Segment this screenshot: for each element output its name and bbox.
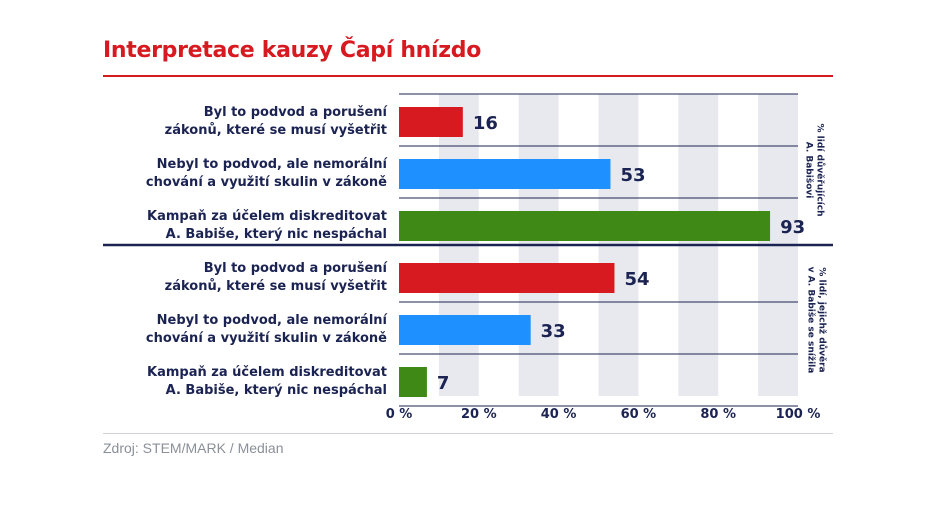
group-label-line: % lidí důvěřujících bbox=[815, 124, 826, 217]
value-label: 33 bbox=[541, 321, 566, 342]
category-label: Byl to podvod a porušení bbox=[204, 261, 389, 276]
category-label: Byl to podvod a porušení bbox=[204, 105, 389, 120]
category-labels: Byl to podvod a porušení zákonů, které se… bbox=[146, 105, 389, 398]
bar bbox=[399, 315, 531, 345]
title-divider bbox=[103, 75, 833, 77]
x-tick-label: 60 % bbox=[621, 407, 657, 422]
value-label: 16 bbox=[473, 113, 498, 134]
category-label: Nebyl to podvod, ale nemorální bbox=[157, 313, 389, 328]
x-tick-label: 100 % bbox=[776, 407, 821, 422]
category-label: A. Babiše, který nic nespáchal bbox=[166, 383, 387, 398]
x-tick-label: 80 % bbox=[700, 407, 736, 422]
bar bbox=[399, 107, 463, 137]
bars bbox=[399, 107, 771, 397]
x-tick-label: 40 % bbox=[541, 407, 577, 422]
bar bbox=[399, 263, 615, 293]
source-note: Zdroj: STEM/MARK / Median bbox=[103, 440, 284, 456]
value-labels: 16 53 93 54 33 7 bbox=[437, 113, 805, 394]
group-label-line: A. Babišovi bbox=[804, 142, 815, 199]
row-separators bbox=[103, 93, 833, 407]
category-label: chování a využití skulin v zákoně bbox=[146, 331, 387, 346]
value-label: 53 bbox=[620, 165, 645, 186]
category-label: zákonů, které se musí vyšetřit bbox=[165, 279, 387, 294]
bar bbox=[399, 211, 771, 241]
bar bbox=[399, 159, 611, 189]
chart-title: Interpretace kauzy Čapí hnízdo bbox=[103, 38, 482, 63]
group-label-line: % lidí, jejichž důvěra bbox=[817, 267, 828, 372]
x-tick-label: 0 % bbox=[386, 407, 413, 422]
category-label: A. Babiše, který nic nespáchal bbox=[166, 227, 387, 242]
bar bbox=[399, 367, 427, 397]
category-label: Kampaň za účelem diskreditovat bbox=[147, 365, 387, 380]
x-axis-ticks: 0 % 20 % 40 % 60 % 80 % 100 % bbox=[386, 407, 821, 422]
category-label: Nebyl to podvod, ale nemorální bbox=[157, 157, 389, 172]
value-label: 7 bbox=[437, 373, 450, 394]
value-label: 93 bbox=[780, 217, 805, 238]
group-label-line: v A. Babiše se snížila bbox=[806, 267, 817, 374]
x-tick-label: 20 % bbox=[461, 407, 497, 422]
value-label: 54 bbox=[624, 269, 649, 290]
category-label: zákonů, které se musí vyšetřit bbox=[165, 123, 387, 138]
footer-divider bbox=[103, 433, 833, 434]
category-label: chování a využití skulin v zákoně bbox=[146, 175, 387, 190]
category-label: Kampaň za účelem diskreditovat bbox=[147, 209, 387, 224]
